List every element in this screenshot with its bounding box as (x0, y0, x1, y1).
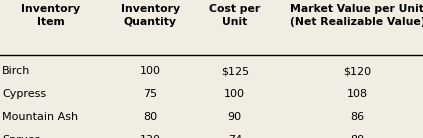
Text: 108: 108 (347, 89, 368, 99)
Text: 86: 86 (350, 112, 365, 122)
Text: 100: 100 (140, 66, 161, 76)
Text: Cost per
Unit: Cost per Unit (209, 4, 261, 26)
Text: Birch: Birch (2, 66, 30, 76)
Text: 80: 80 (143, 112, 157, 122)
Text: 80: 80 (350, 135, 365, 138)
Text: Cypress: Cypress (2, 89, 46, 99)
Text: $125: $125 (221, 66, 249, 76)
Text: 75: 75 (143, 89, 157, 99)
Text: 130: 130 (140, 135, 161, 138)
Text: Mountain Ash: Mountain Ash (2, 112, 78, 122)
Text: Inventory
Item: Inventory Item (21, 4, 80, 26)
Text: 90: 90 (228, 112, 242, 122)
Text: 100: 100 (224, 89, 245, 99)
Text: 74: 74 (228, 135, 242, 138)
Text: Spruce: Spruce (2, 135, 41, 138)
Text: $120: $120 (343, 66, 371, 76)
Text: Inventory
Quantity: Inventory Quantity (121, 4, 180, 26)
Text: Market Value per Unit
(Net Realizable Value): Market Value per Unit (Net Realizable Va… (290, 4, 423, 26)
